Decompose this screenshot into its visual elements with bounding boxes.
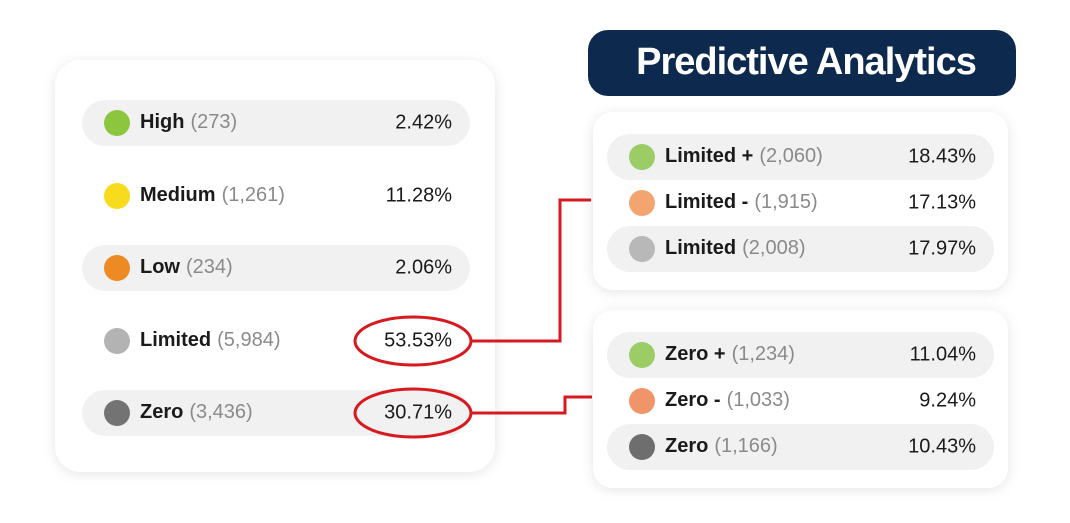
status-dot bbox=[629, 342, 655, 368]
row-text: Low (234) bbox=[140, 256, 233, 278]
row-percent: 11.28% bbox=[386, 184, 453, 206]
row-background bbox=[607, 332, 994, 378]
row-label: Zero bbox=[665, 435, 708, 457]
status-dot bbox=[629, 144, 655, 170]
title-banner bbox=[588, 30, 1016, 96]
status-dot bbox=[629, 236, 655, 262]
row-count: (2,060) bbox=[759, 145, 822, 167]
row-background bbox=[607, 424, 994, 470]
row-count: (3,436) bbox=[189, 401, 252, 423]
row-count: (1,033) bbox=[727, 389, 790, 411]
row-percent: 17.13% bbox=[908, 191, 976, 213]
row-count: (2,008) bbox=[742, 237, 805, 259]
row: Limited + (2,060) 18.43% bbox=[607, 134, 994, 180]
status-dot bbox=[104, 255, 130, 281]
row: Limited (5,984) 53.53% bbox=[104, 328, 452, 354]
row-background bbox=[607, 226, 994, 272]
row-text: Limited + (2,060) bbox=[665, 145, 823, 167]
row: Zero - (1,033) 9.24% bbox=[629, 388, 976, 414]
row-label: Limited - bbox=[665, 191, 748, 213]
status-dot bbox=[104, 110, 130, 136]
row-label: Medium bbox=[140, 184, 216, 206]
row-percent: 9.24% bbox=[919, 389, 976, 411]
row-percent: 53.53% bbox=[384, 329, 452, 351]
row-background bbox=[82, 245, 470, 291]
row-label: Limited + bbox=[665, 145, 753, 167]
row-count: (5,984) bbox=[217, 329, 280, 351]
row-label: Low bbox=[140, 256, 180, 278]
row-label: Limited bbox=[140, 329, 211, 351]
status-dot bbox=[629, 190, 655, 216]
row-percent: 17.97% bbox=[908, 237, 976, 259]
connectors bbox=[353, 198, 592, 439]
row-count: (1,166) bbox=[714, 435, 777, 457]
row-text: High (273) bbox=[140, 111, 237, 133]
row: Limited (2,008) 17.97% bbox=[607, 226, 994, 272]
row-label: Limited bbox=[665, 237, 736, 259]
row: High (273) 2.42% bbox=[82, 100, 470, 146]
row-percent: 11.04% bbox=[910, 343, 977, 365]
row-background bbox=[82, 390, 470, 436]
status-dot bbox=[629, 388, 655, 414]
connector-line bbox=[471, 395, 592, 415]
row-label: High bbox=[140, 111, 184, 133]
row-count: (1,261) bbox=[222, 184, 285, 206]
title: Predictive Analytics bbox=[636, 41, 976, 83]
row: Medium (1,261) 11.28% bbox=[104, 183, 452, 209]
row: Zero (3,436) 30.71% bbox=[82, 390, 470, 436]
row-text: Zero + (1,234) bbox=[665, 343, 795, 365]
row-text: Medium (1,261) bbox=[140, 184, 285, 206]
row-percent: 18.43% bbox=[908, 145, 976, 167]
row-label: Zero + bbox=[665, 343, 726, 365]
row-count: (273) bbox=[190, 111, 237, 133]
status-dot bbox=[104, 183, 130, 209]
row-text: Zero (1,166) bbox=[665, 435, 778, 457]
row-percent: 2.06% bbox=[395, 256, 452, 278]
row-background bbox=[607, 134, 994, 180]
row: Low (234) 2.06% bbox=[82, 245, 470, 291]
row-count: (1,915) bbox=[754, 191, 817, 213]
row-count: (234) bbox=[186, 256, 233, 278]
row-text: Zero - (1,033) bbox=[665, 389, 790, 411]
row-text: Zero (3,436) bbox=[140, 401, 253, 423]
status-dot bbox=[104, 328, 130, 354]
row-percent: 2.42% bbox=[395, 111, 452, 133]
row: Zero + (1,234) 11.04% bbox=[607, 332, 994, 378]
row-percent: 30.71% bbox=[384, 401, 452, 423]
row-label: Zero bbox=[140, 401, 183, 423]
row: Limited - (1,915) 17.13% bbox=[629, 190, 976, 216]
row-text: Limited - (1,915) bbox=[665, 191, 818, 213]
row-text: Limited (5,984) bbox=[140, 329, 281, 351]
row-label: Zero - bbox=[665, 389, 721, 411]
row-percent: 10.43% bbox=[908, 435, 976, 457]
status-dot bbox=[629, 434, 655, 460]
connector-line bbox=[471, 198, 591, 343]
row-background bbox=[82, 100, 470, 146]
row: Zero (1,166) 10.43% bbox=[607, 424, 994, 470]
row-text: Limited (2,008) bbox=[665, 237, 806, 259]
row-count: (1,234) bbox=[732, 343, 795, 365]
status-dot bbox=[104, 400, 130, 426]
